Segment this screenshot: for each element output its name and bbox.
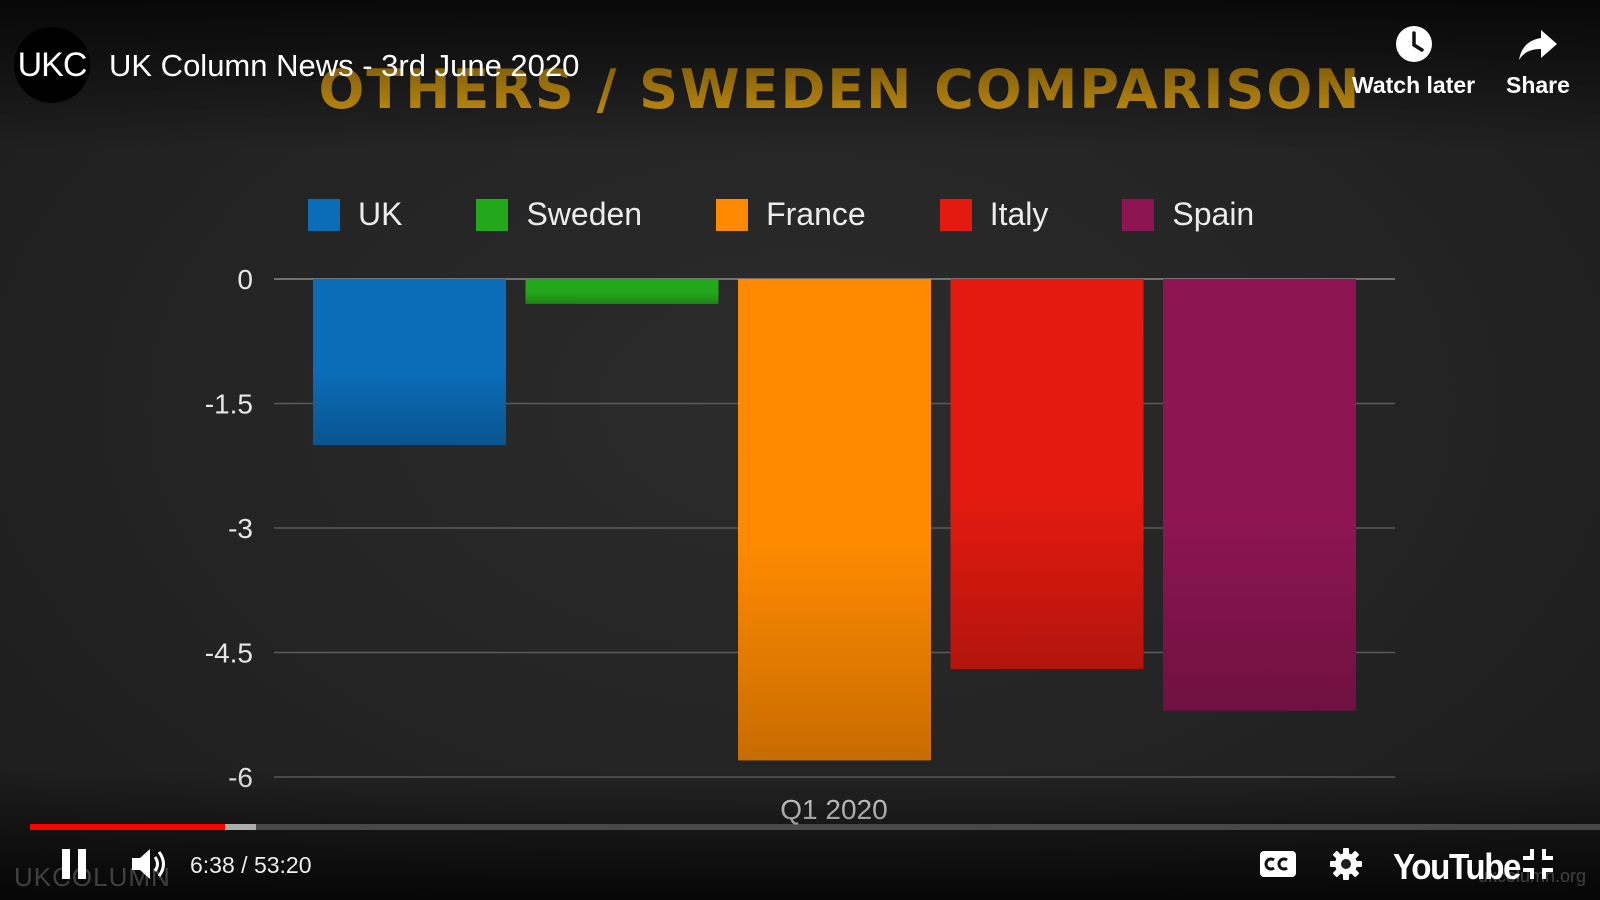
- share-button[interactable]: Share: [1506, 24, 1570, 99]
- volume-button[interactable]: [128, 844, 172, 884]
- bar-shade-spain: [1163, 279, 1356, 711]
- y-tick-label: 0: [237, 264, 253, 295]
- legend-item-italy: Italy: [939, 196, 1049, 233]
- time-display: 6:38 / 53:20: [190, 852, 312, 879]
- time-separator: /: [241, 852, 248, 878]
- share-arrow-icon: [1518, 30, 1557, 60]
- captions-icon: [1260, 851, 1296, 877]
- legend-swatch-uk: [308, 198, 340, 231]
- exit-fullscreen-icon: [1523, 849, 1553, 879]
- bars: [313, 279, 1356, 761]
- chart-legend: UK Sweden France Italy Spain: [308, 196, 1328, 233]
- legend-item-spain: Spain: [1122, 196, 1254, 233]
- gear-icon: [1330, 848, 1362, 880]
- bar-shade-italy: [950, 279, 1144, 670]
- progress-played: [30, 824, 226, 830]
- legend-label-italy: Italy: [989, 196, 1049, 232]
- legend-item-uk: UK: [308, 196, 402, 233]
- clock-icon: [1395, 26, 1432, 62]
- watch-later-button[interactable]: Watch later: [1352, 24, 1475, 99]
- x-category-label: Q1 2020: [780, 794, 887, 825]
- youtube-logo[interactable]: YouTube: [1393, 846, 1521, 887]
- y-tick-label: -3: [228, 513, 253, 544]
- y-axis-ticks: 0 -1.5 -3 -4.5 -6: [205, 264, 253, 793]
- volume-icon: [132, 849, 165, 879]
- legend-label-france: France: [766, 196, 866, 232]
- legend-swatch-italy: [939, 198, 972, 231]
- settings-button[interactable]: [1324, 844, 1368, 884]
- legend-swatch-france: [716, 198, 749, 231]
- watch-later-label: Watch later: [1352, 72, 1476, 98]
- legend-label-uk: UK: [358, 196, 403, 232]
- bar-shade-sweden: [525, 279, 719, 304]
- exit-fullscreen-button[interactable]: [1516, 844, 1560, 884]
- pause-icon: [62, 849, 86, 879]
- y-tick-label: -4.5: [205, 638, 253, 669]
- current-time: 6:38: [190, 852, 235, 878]
- legend-item-sweden: Sweden: [476, 196, 642, 233]
- y-tick-label: -1.5: [205, 389, 253, 420]
- pause-button[interactable]: [54, 844, 94, 884]
- share-label: Share: [1506, 72, 1570, 98]
- duration: 53:20: [253, 852, 312, 878]
- legend-label-spain: Spain: [1172, 196, 1255, 232]
- bar-shade-uk: [313, 279, 506, 445]
- legend-swatch-spain: [1122, 198, 1155, 231]
- y-tick-label: -6: [228, 762, 253, 793]
- legend-label-sweden: Sweden: [526, 196, 643, 232]
- legend-swatch-sweden: [476, 198, 509, 231]
- captions-button[interactable]: [1256, 844, 1300, 884]
- channel-avatar[interactable]: UKC: [14, 27, 90, 103]
- bar-shade-france: [738, 279, 931, 761]
- watermark-left: UKCOLUMN: [14, 862, 171, 892]
- video-title[interactable]: UK Column News - 3rd June 2020: [109, 48, 580, 83]
- progress-bar[interactable]: [30, 824, 1600, 830]
- legend-item-france: France: [716, 196, 866, 233]
